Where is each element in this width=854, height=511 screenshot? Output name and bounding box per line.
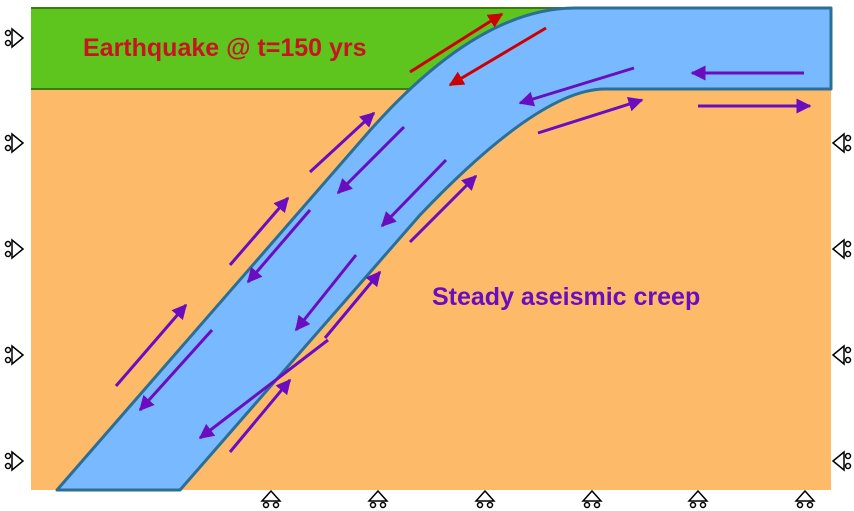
roller-support-icon bbox=[4, 132, 25, 154]
earthquake-label: Earthquake @ t=150 yrs bbox=[83, 34, 367, 62]
creep-arrow bbox=[198, 338, 329, 440]
roller-support-icon bbox=[831, 344, 852, 366]
left-supports bbox=[4, 27, 25, 472]
creep-arrow bbox=[294, 254, 358, 332]
creep-arrow bbox=[518, 66, 635, 107]
creep-arrow bbox=[323, 270, 382, 339]
creep-arrow bbox=[228, 196, 290, 266]
roller-support-icon bbox=[831, 238, 852, 260]
roller-support-icon bbox=[260, 489, 282, 509]
roller-support-icon bbox=[581, 489, 603, 509]
creep-arrow bbox=[228, 378, 292, 453]
earthquake-arrow-upper bbox=[409, 12, 504, 74]
fault-zone bbox=[55, 6, 833, 492]
roller-support-icon bbox=[831, 132, 852, 154]
bottom-supports bbox=[260, 489, 816, 509]
creep-arrow bbox=[380, 158, 448, 228]
creep-arrow bbox=[308, 111, 376, 174]
creep-arrow bbox=[114, 303, 188, 387]
creep-label: Steady aseismic creep bbox=[432, 283, 700, 311]
creep-arrow bbox=[138, 328, 214, 412]
roller-support-icon bbox=[4, 344, 25, 366]
roller-support-icon bbox=[4, 27, 25, 49]
roller-support-icon bbox=[367, 489, 389, 509]
roller-support-icon bbox=[794, 489, 816, 509]
roller-support-icon bbox=[474, 489, 496, 509]
creep-arrows bbox=[114, 65, 812, 453]
creep-arrow bbox=[408, 174, 478, 244]
creep-arrow bbox=[537, 96, 644, 135]
earthquake-arrows bbox=[409, 12, 547, 87]
roller-support-icon bbox=[4, 238, 25, 260]
right-supports bbox=[831, 132, 852, 472]
creep-arrow bbox=[246, 209, 312, 284]
roller-support-icon bbox=[4, 450, 25, 472]
roller-support-icon bbox=[687, 489, 709, 509]
earthquake-arrow-lower bbox=[448, 26, 547, 87]
creep-arrow bbox=[336, 125, 406, 195]
roller-support-icon bbox=[831, 450, 852, 472]
